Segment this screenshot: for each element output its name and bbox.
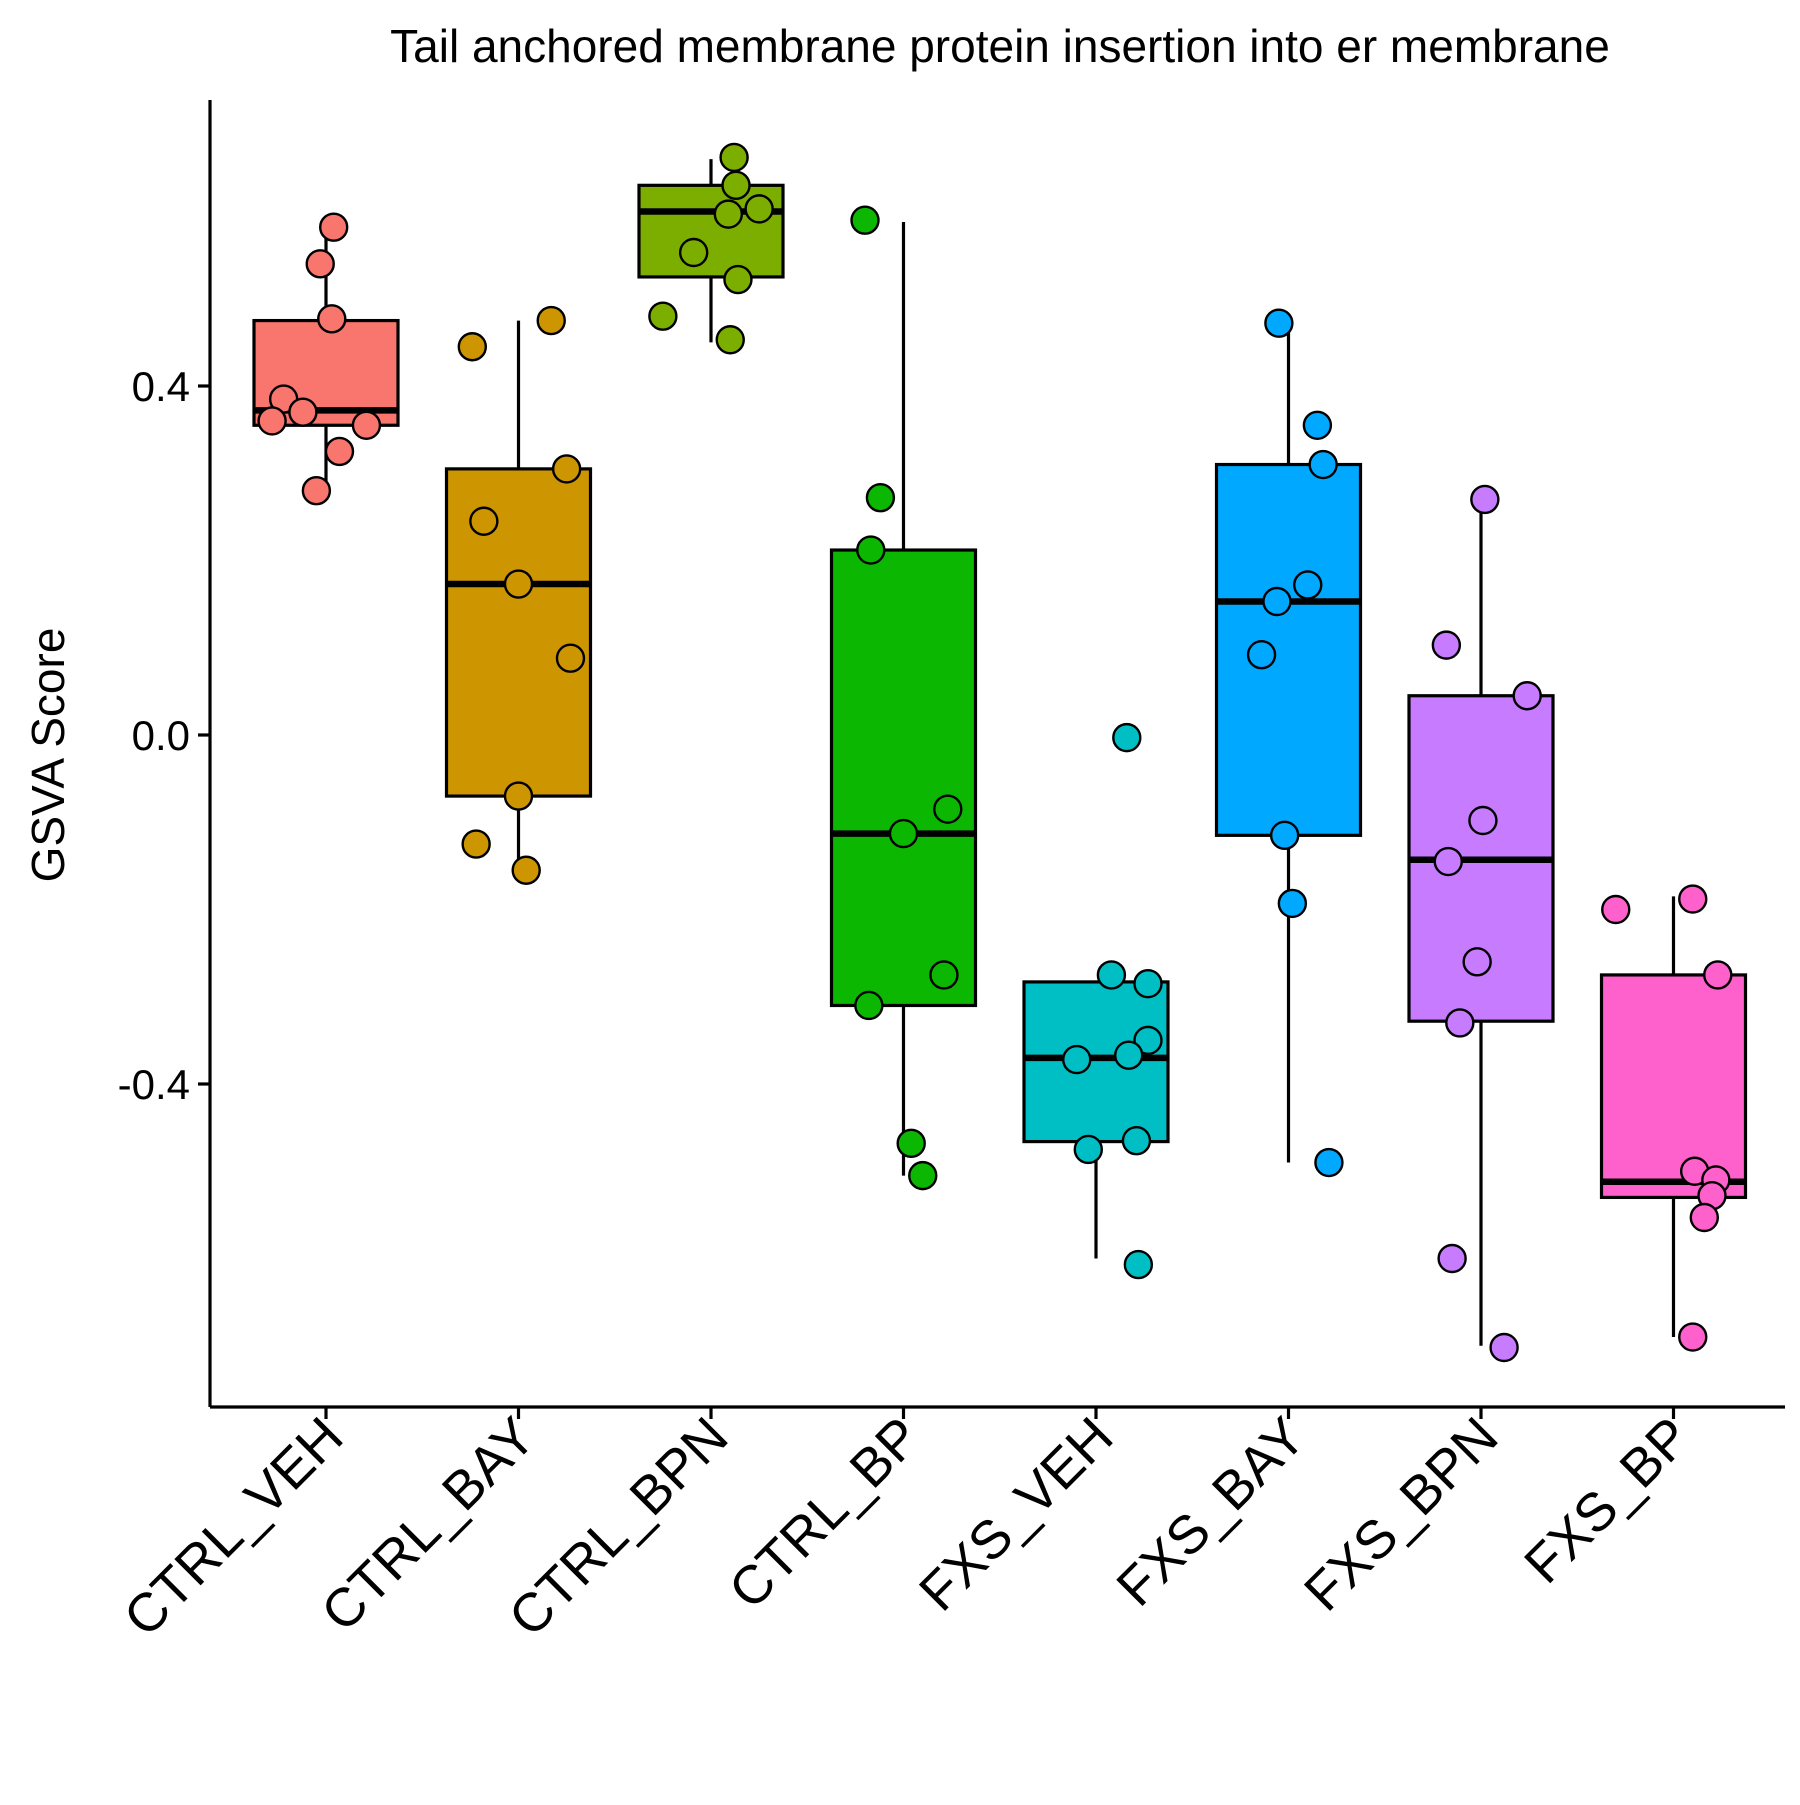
data-point xyxy=(324,436,355,467)
chart-title: Tail anchored membrane protein insertion… xyxy=(390,20,1610,72)
x-tick-label: FXS_BAY xyxy=(1105,1406,1317,1618)
data-point xyxy=(1703,960,1733,990)
plot-area xyxy=(252,142,1748,1363)
box-group-fxs-bay xyxy=(1214,308,1363,1178)
data-point xyxy=(1689,1202,1720,1233)
data-point xyxy=(1431,630,1462,660)
data-point xyxy=(555,643,586,673)
data-point xyxy=(1314,1147,1344,1178)
data-point xyxy=(723,264,753,295)
data-point xyxy=(1678,1322,1708,1352)
data-point xyxy=(551,454,582,484)
data-point xyxy=(257,406,287,436)
data-point xyxy=(1302,410,1333,440)
data-point xyxy=(511,855,541,885)
box-group-fxs-bpn xyxy=(1407,484,1555,1363)
data-point xyxy=(1264,308,1294,338)
x-tick-label: FXS_BPN xyxy=(1293,1406,1509,1622)
data-point xyxy=(850,205,880,235)
y-tick-label: -0.4 xyxy=(118,1061,190,1108)
y-axis-label: GSVA Score xyxy=(22,628,74,883)
data-point xyxy=(721,170,751,201)
box-body xyxy=(829,548,978,1008)
y-tick-label: 0.0 xyxy=(132,712,190,759)
box-group-ctrl-bpn xyxy=(637,142,785,355)
data-point xyxy=(1678,884,1708,914)
data-point xyxy=(461,829,491,859)
data-point xyxy=(933,794,963,824)
data-point xyxy=(457,332,487,362)
data-point xyxy=(1096,960,1127,990)
data-point xyxy=(908,1160,938,1191)
data-point xyxy=(929,960,959,990)
data-point xyxy=(744,194,774,224)
data-point xyxy=(1246,640,1277,670)
box-group-fxs-veh xyxy=(1022,722,1170,1280)
data-point xyxy=(1269,820,1300,851)
data-point xyxy=(317,304,347,334)
data-point xyxy=(1445,1008,1475,1038)
data-point xyxy=(1468,805,1498,836)
box-body xyxy=(1599,973,1748,1200)
x-tick-label: FXS_BP xyxy=(1513,1406,1702,1595)
data-point xyxy=(1512,681,1542,711)
data-point xyxy=(503,569,534,599)
data-point xyxy=(713,199,744,229)
data-point xyxy=(1114,1040,1144,1070)
data-point xyxy=(1293,570,1323,600)
y-tick-label: 0.4 xyxy=(132,363,190,410)
data-point xyxy=(1062,1044,1092,1075)
data-point xyxy=(865,482,896,513)
box-body xyxy=(444,467,593,798)
data-point xyxy=(1121,1126,1152,1156)
data-point xyxy=(288,397,318,427)
data-point xyxy=(1470,484,1500,515)
data-point xyxy=(305,249,335,279)
data-point xyxy=(1433,846,1463,877)
data-point xyxy=(854,990,884,1021)
data-point xyxy=(648,301,678,331)
data-point xyxy=(678,237,709,268)
data-point xyxy=(1262,586,1292,617)
data-point xyxy=(1437,1243,1467,1274)
x-tick-label: CTRL_VEH xyxy=(113,1406,355,1648)
data-point xyxy=(469,506,499,536)
data-point xyxy=(1073,1134,1104,1165)
data-point xyxy=(1277,888,1308,919)
data-point xyxy=(1133,1025,1163,1056)
data-point xyxy=(1308,449,1338,480)
data-point xyxy=(719,142,749,173)
box-group-ctrl-veh xyxy=(252,212,400,506)
data-point xyxy=(1489,1332,1519,1363)
data-point xyxy=(1123,1249,1154,1280)
data-point xyxy=(301,476,332,506)
box-group-ctrl-bp xyxy=(829,205,978,1191)
box-group-ctrl-bay xyxy=(444,305,593,885)
box-group-fxs-bp xyxy=(1599,884,1748,1352)
data-point xyxy=(351,410,382,440)
data-point xyxy=(1112,722,1142,753)
data-point xyxy=(715,325,745,355)
box-body xyxy=(1214,462,1363,837)
data-point xyxy=(1462,947,1492,977)
data-point xyxy=(319,212,349,242)
data-point xyxy=(888,818,919,849)
data-point xyxy=(503,781,534,811)
x-tick-label: FXS_VEH xyxy=(908,1406,1124,1622)
data-point xyxy=(1133,968,1163,999)
data-point xyxy=(1601,894,1631,925)
data-point xyxy=(536,305,566,336)
data-point xyxy=(856,535,886,565)
x-tick-label: CTRL_BP xyxy=(718,1406,932,1620)
data-point xyxy=(896,1128,926,1159)
box-body xyxy=(1022,980,1170,1144)
